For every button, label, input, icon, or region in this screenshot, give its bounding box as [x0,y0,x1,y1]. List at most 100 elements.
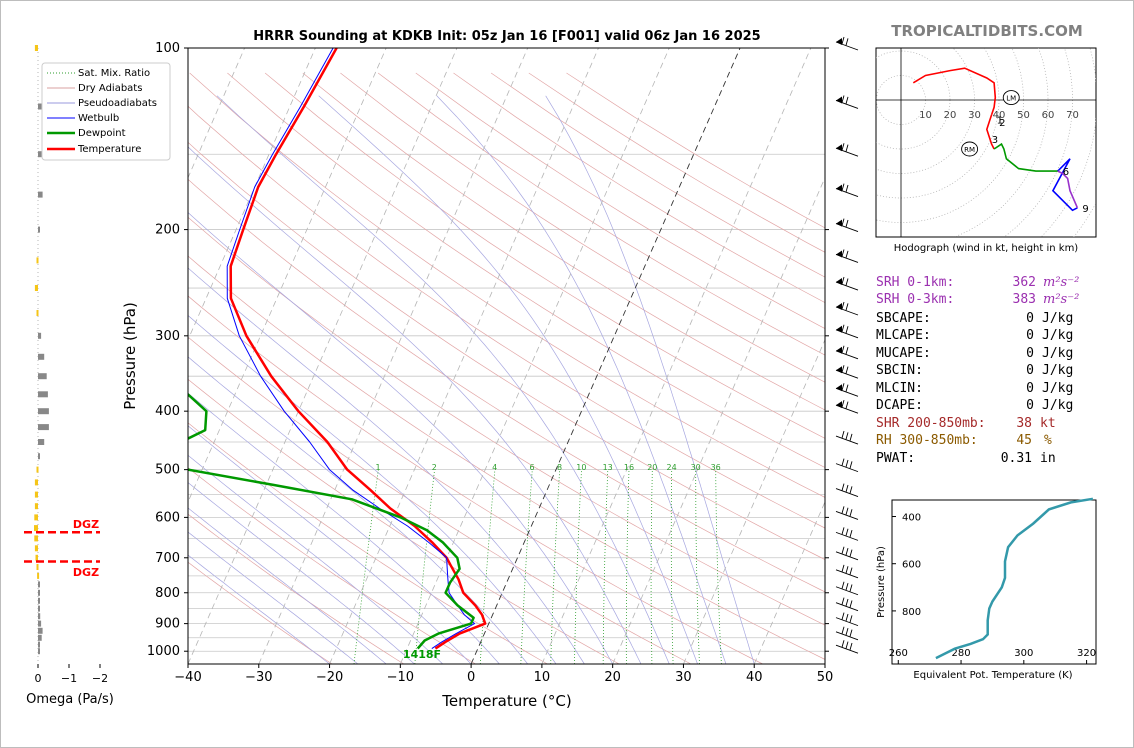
skewt-panel: HRRR Sounding at KDKB Init: 05z Jan 16 [… [41,29,859,710]
mixing-ratio-line [353,469,379,664]
omega-bar [34,514,38,521]
x-tick-label: −10 [387,670,414,685]
isotherm-line [470,48,741,664]
svg-text:0: 0 [1026,381,1034,396]
moist-adiabat [188,454,444,664]
y-tick-label: 900 [155,617,180,632]
moist-adiabat [188,554,330,664]
dry-adiabat [188,295,763,664]
wind-barb [835,626,859,641]
omega-bar [38,648,40,655]
svg-text:Dewpoint: Dewpoint [78,128,126,139]
x-tick-label: 10 [534,670,551,685]
hodograph-ring-label: 20 [944,110,957,121]
mixing-ratio-label: 24 [667,463,677,472]
svg-text:Pseudoadiabats: Pseudoadiabats [78,98,157,109]
hodograph-caption: Hodograph (wind in kt, height in km) [894,243,1079,254]
wind-barb [835,506,859,520]
skewt-y-axis: 100 200 300 400 500 600 700 800 900 1000 [147,41,829,659]
moist-adiabat [188,507,387,664]
profile-temperature [229,48,487,650]
moist-adiabat [216,95,670,664]
moist-adiabat [188,314,557,664]
svg-text:SBCIN:: SBCIN: [876,363,923,378]
svg-text:J/kg: J/kg [1042,328,1073,343]
x-tick-label: 50 [817,670,834,685]
y-tick-label: 500 [155,463,180,478]
x-tick-label: 20 [604,670,621,685]
mixing-ratio-line [695,469,700,664]
y-tick-label: 200 [155,223,180,238]
hodograph-markers: 123 6 9 LM RM [961,90,1089,215]
wind-barb [835,218,859,233]
svg-text:in: in [1040,451,1056,466]
omega-bar [38,332,42,339]
x-tick-label: 0 [467,670,475,685]
wind-barb [835,458,859,473]
wind-barb [835,597,859,612]
hodograph-ring-label: 10 [919,110,932,121]
wind-barb [835,183,859,198]
dry-adiabat [188,255,825,660]
moist-adiabat [188,212,614,664]
wind-barb [835,527,859,541]
dry-adiabat [377,72,825,356]
omega-bar [38,620,42,627]
svg-text:J/kg: J/kg [1042,311,1073,326]
omega-bar [36,564,39,570]
omega-bar [38,391,48,398]
hodograph-frame [875,47,1097,238]
x-tick-label: −40 [174,670,201,685]
hodograph-height-label: 6 [1063,167,1069,178]
theta-e-x-label: Equivalent Pot. Temperature (K) [913,670,1072,681]
dry-adiabat [188,422,548,664]
index-row: MUCAPE: 0 J/kg [876,346,1073,361]
svg-text:MLCIN:: MLCIN: [876,381,923,396]
mixing-ratio-label: 36 [711,463,721,472]
hodograph-ring-labels: 10 20 30 40 50 60 70 [919,110,1079,121]
dry-adiabat [188,467,476,664]
x-tick-label: 40 [746,670,763,685]
mixing-ratio-label: 13 [603,463,613,472]
hodograph-segment [1051,158,1078,212]
omega-bar [34,535,38,542]
omega-bar [38,439,45,445]
isotherm-line [753,500,825,664]
svg-text:0: 0 [1026,363,1034,378]
omega-panel: DGZ DGZ 0 −1 −2 Omega (Pa/s) [24,45,114,707]
dry-adiabat [188,105,825,529]
omega-bar [38,424,49,431]
svg-text:362: 362 [1013,275,1036,290]
isotherm-line [329,48,599,664]
isotherm-line [612,176,825,664]
omega-bar [34,285,38,291]
wind-barbs [835,36,859,654]
theta-e-x-tick-label: 320 [1077,648,1096,659]
moist-adiabat [188,425,472,664]
y-axis-label: Pressure (hPa) [121,302,139,410]
dry-adiabat [189,72,825,498]
brand-logo: TROPICALTIDBITS.COM [891,22,1083,40]
mixing-ratio-label: 16 [624,463,634,472]
omega-bar [38,605,40,612]
theta-e-axes: 260 280 300 320 400 600 800 [889,513,1096,664]
legend-entry: Wetbulb [47,113,119,124]
svg-text:J/kg: J/kg [1042,381,1073,396]
surface-label: 1418F [403,648,441,661]
mixing-ratio-label: 20 [647,463,657,472]
omega-bar [34,479,38,486]
svg-text:m²s⁻²: m²s⁻² [1043,292,1079,307]
storm-motion-label: LM [1006,95,1016,103]
wind-barb [835,546,859,561]
svg-text:MUCAPE:: MUCAPE: [876,346,931,361]
wind-barb [835,564,859,579]
omega-bar [38,589,40,596]
isotherm-line [258,48,529,664]
theta-e-x-tick-label: 300 [1014,648,1033,659]
wind-barb [835,301,859,316]
index-row: SRH 0-1km: 362 m²s⁻² [876,275,1079,290]
chart-title: HRRR Sounding at KDKB Init: 05z Jan 16 [… [253,29,760,44]
moist-adiabat [188,392,500,664]
wind-barb [835,581,859,596]
hodograph-height-label: 3 [992,135,998,146]
